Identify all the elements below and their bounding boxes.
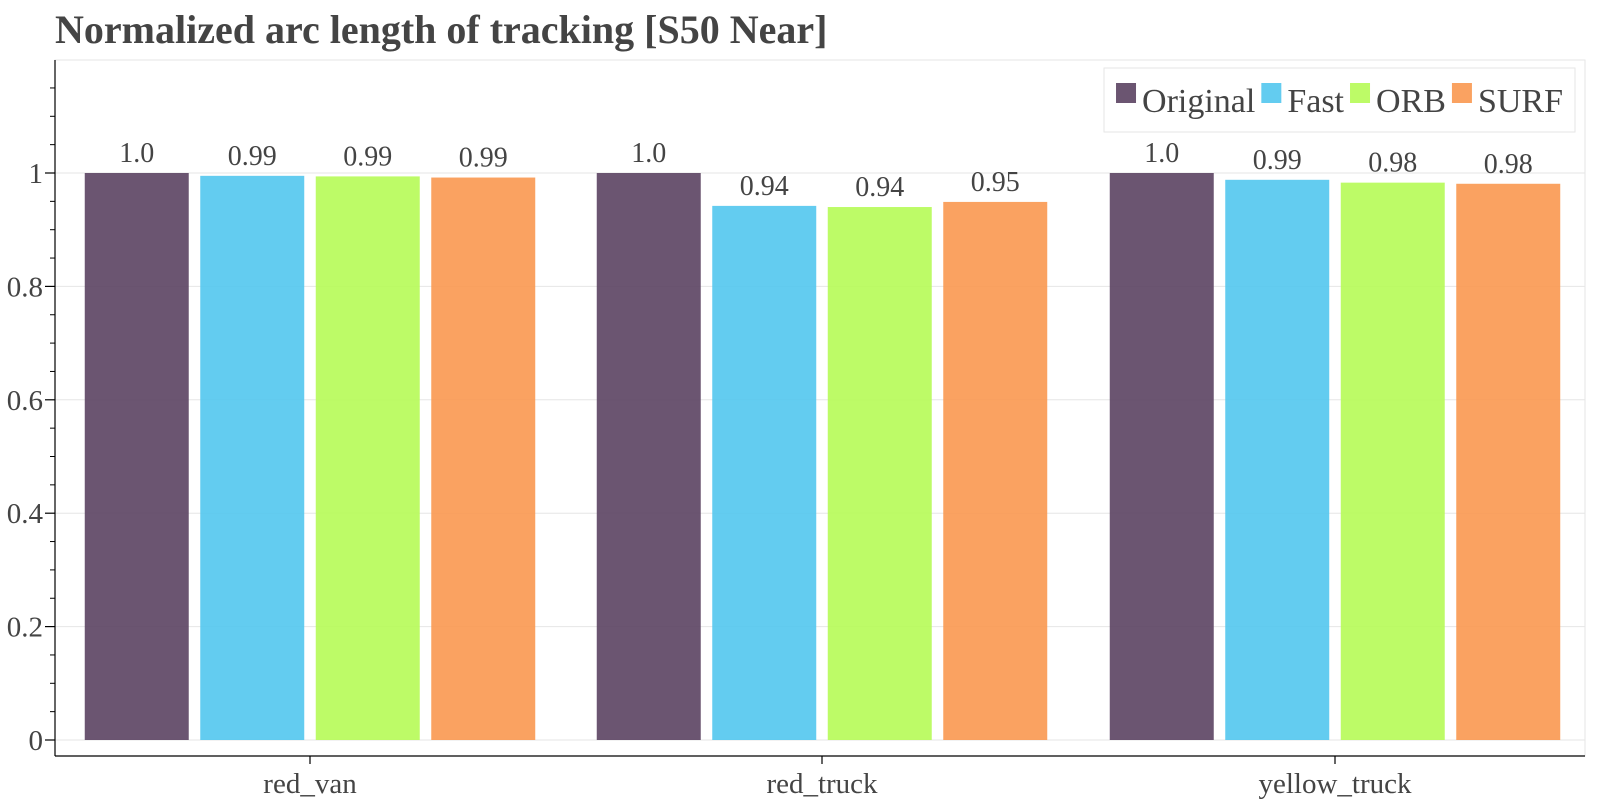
data-label: 1.0 [119,138,154,169]
data-label: 0.99 [459,143,508,174]
bar-surf-red_van [431,177,536,740]
data-label: 1.0 [1144,138,1179,169]
data-label: 1.0 [631,138,666,169]
y-tick-label: 0.8 [7,271,43,303]
legend-label-original: Original [1142,83,1255,120]
x-tick-label: yellow_truck [1258,768,1412,800]
bar-fast-red_van [200,175,305,740]
bar-orb-red_van [315,176,420,741]
data-label: 0.99 [343,141,392,172]
legend-swatch-surf [1451,83,1472,103]
y-tick-label: 1 [29,158,44,190]
data-label: 0.94 [740,171,789,202]
data-label: 0.99 [1253,145,1302,176]
x-tick-label: red_truck [766,768,878,800]
data-label: 0.98 [1368,148,1417,179]
bar-fast-yellow_truck [1225,179,1330,740]
legend-label-fast: Fast [1287,83,1344,120]
bar-orb-yellow_truck [1340,182,1445,740]
x-tick-label: red_van [263,768,357,800]
data-label: 0.95 [971,167,1020,198]
data-label: 0.98 [1484,149,1533,180]
bar-original-red_van [84,173,189,740]
legend-swatch-orb [1350,83,1371,103]
y-tick-label: 0.4 [7,498,44,530]
legend-label-orb: ORB [1376,83,1446,120]
data-label: 0.94 [855,172,904,203]
bars-layer [84,173,1561,741]
legend-label-surf: SURF [1478,83,1563,120]
bar-surf-red_truck [943,201,1048,741]
bar-orb-red_truck [827,207,932,740]
legend-box [1103,67,1576,133]
legend-swatch-original [1116,83,1137,103]
legend-swatch-fast [1261,83,1282,103]
y-tick-label: 0 [29,725,44,757]
bar-original-red_truck [596,173,701,740]
chart-title: Normalized arc length of tracking [S50 N… [55,7,827,52]
bar-original-yellow_truck [1109,173,1214,740]
y-tick-label: 0.6 [7,385,43,417]
legend: Original Fast ORB SURF [1103,67,1576,133]
y-tick-label: 0.2 [7,612,43,644]
bar-surf-yellow_truck [1456,183,1561,740]
axes-layer [45,60,1585,764]
labels-layer: 0 0.2 0.4 0.6 0.8 1 1.0 0.99 0.99 0.99 red_van 1.0 0… [7,138,1533,800]
data-label: 0.99 [228,141,277,172]
bar-fast-red_truck [712,205,817,741]
